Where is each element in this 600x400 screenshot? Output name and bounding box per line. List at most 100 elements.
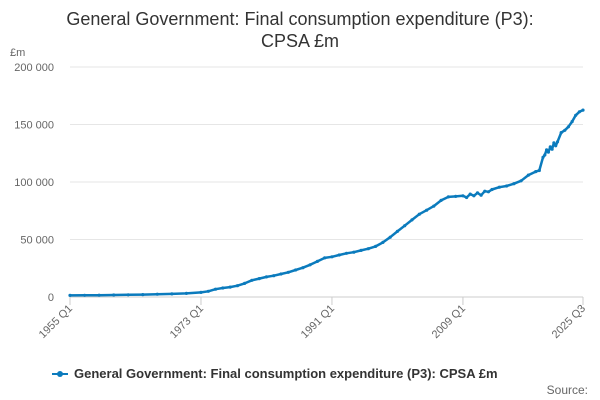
data-point[interactable] bbox=[546, 150, 551, 154]
data-point[interactable] bbox=[403, 224, 407, 228]
y-tick-label: 150 000 bbox=[14, 120, 54, 132]
data-point[interactable] bbox=[155, 292, 159, 296]
x-tick-label: 2009 Q1 bbox=[430, 303, 468, 341]
legend[interactable]: General Government: Final consumption ex… bbox=[52, 366, 498, 381]
legend-marker-icon bbox=[52, 369, 68, 379]
data-point[interactable] bbox=[425, 208, 429, 212]
data-point[interactable] bbox=[543, 153, 547, 157]
data-point[interactable] bbox=[570, 120, 574, 124]
data-point[interactable] bbox=[577, 110, 582, 114]
data-point[interactable] bbox=[410, 218, 414, 222]
data-point[interactable] bbox=[563, 128, 567, 132]
data-point[interactable] bbox=[479, 193, 483, 197]
x-tick-label: 1973 Q1 bbox=[168, 303, 206, 341]
data-point[interactable] bbox=[294, 268, 298, 272]
data-point[interactable] bbox=[552, 141, 556, 145]
data-point[interactable] bbox=[541, 155, 545, 159]
y-tick-label: 50 000 bbox=[20, 235, 54, 247]
data-point[interactable] bbox=[534, 170, 538, 174]
data-point[interactable] bbox=[279, 272, 283, 276]
data-point[interactable] bbox=[366, 247, 370, 251]
data-point[interactable] bbox=[526, 173, 531, 177]
data-point[interactable] bbox=[545, 148, 549, 152]
data-point[interactable] bbox=[301, 266, 305, 270]
data-point[interactable] bbox=[250, 278, 254, 282]
data-point[interactable] bbox=[454, 194, 458, 198]
legend-label: General Government: Final consumption ex… bbox=[74, 366, 498, 381]
data-point[interactable] bbox=[141, 293, 145, 297]
data-point[interactable] bbox=[199, 290, 203, 294]
data-point[interactable] bbox=[170, 292, 174, 296]
data-point[interactable] bbox=[221, 286, 225, 290]
x-axis: 1955 Q1 1973 Q1 1991 Q1 2009 Q1 2025 Q3 bbox=[37, 297, 588, 341]
data-point[interactable] bbox=[519, 179, 523, 183]
data-point[interactable] bbox=[330, 255, 334, 259]
data-point[interactable] bbox=[497, 185, 501, 189]
data-point[interactable] bbox=[465, 195, 469, 200]
data-point[interactable] bbox=[264, 275, 269, 279]
data-point[interactable] bbox=[184, 291, 188, 295]
y-axis-unit-label: £m bbox=[10, 47, 25, 59]
y-tick-label: 200 000 bbox=[14, 62, 54, 74]
data-point[interactable] bbox=[243, 281, 247, 285]
data-point[interactable] bbox=[439, 198, 443, 202]
data-point[interactable] bbox=[555, 140, 560, 144]
data-point[interactable] bbox=[468, 192, 472, 196]
data-point[interactable] bbox=[83, 293, 87, 297]
gridlines bbox=[70, 66, 583, 298]
data-point[interactable] bbox=[323, 256, 327, 260]
data-point[interactable] bbox=[381, 240, 385, 244]
data-point[interactable] bbox=[126, 293, 130, 297]
data-point[interactable] bbox=[574, 113, 578, 117]
chart-title-line-2: CPSA £m bbox=[260, 31, 340, 51]
data-point[interactable] bbox=[512, 182, 516, 186]
data-point[interactable] bbox=[566, 125, 571, 129]
data-point[interactable] bbox=[548, 145, 552, 149]
data-point[interactable] bbox=[388, 235, 392, 239]
chart-title-line-1: General Government: Final consumption ex… bbox=[66, 9, 534, 29]
data-point[interactable] bbox=[308, 263, 312, 267]
y-axis: 0 50 000 100 000 150 000 200 000 bbox=[14, 62, 54, 304]
data-point[interactable] bbox=[374, 244, 378, 248]
data-point[interactable] bbox=[315, 259, 319, 263]
data-point[interactable] bbox=[486, 190, 490, 194]
series-layer bbox=[68, 108, 585, 297]
data-point[interactable] bbox=[461, 194, 465, 198]
data-point[interactable] bbox=[97, 293, 101, 297]
data-point[interactable] bbox=[472, 194, 476, 198]
x-tick-label: 1991 Q1 bbox=[299, 303, 337, 341]
data-point[interactable] bbox=[344, 251, 349, 255]
data-point[interactable] bbox=[490, 187, 494, 192]
data-point[interactable] bbox=[483, 189, 487, 193]
x-tick-label: 2025 Q3 bbox=[550, 303, 588, 341]
data-point[interactable] bbox=[206, 289, 210, 293]
data-point[interactable] bbox=[581, 108, 585, 112]
data-point[interactable] bbox=[68, 293, 72, 297]
data-point[interactable] bbox=[475, 191, 480, 195]
data-point[interactable] bbox=[359, 248, 363, 252]
data-point[interactable] bbox=[537, 168, 541, 173]
data-point[interactable] bbox=[505, 184, 509, 188]
data-point[interactable] bbox=[352, 250, 356, 254]
data-point[interactable] bbox=[559, 131, 563, 135]
data-point[interactable] bbox=[337, 253, 341, 257]
y-tick-label: 0 bbox=[48, 292, 54, 304]
data-point[interactable] bbox=[554, 144, 558, 148]
series-line bbox=[69, 108, 584, 297]
data-point[interactable] bbox=[417, 212, 421, 216]
data-point[interactable] bbox=[112, 293, 116, 297]
data-point[interactable] bbox=[213, 287, 218, 291]
data-point[interactable] bbox=[446, 195, 450, 199]
data-point[interactable] bbox=[272, 274, 276, 278]
chart-title: General Government: Final consumption ex… bbox=[0, 8, 600, 52]
data-point[interactable] bbox=[257, 277, 261, 281]
data-point[interactable] bbox=[395, 229, 399, 233]
data-point[interactable] bbox=[550, 147, 554, 151]
data-point[interactable] bbox=[286, 270, 290, 274]
y-tick-label: 100 000 bbox=[14, 177, 54, 189]
data-point[interactable] bbox=[432, 204, 436, 208]
data-point[interactable] bbox=[228, 285, 232, 289]
data-point[interactable] bbox=[235, 284, 239, 288]
x-tick-label: 1955 Q1 bbox=[37, 303, 75, 341]
